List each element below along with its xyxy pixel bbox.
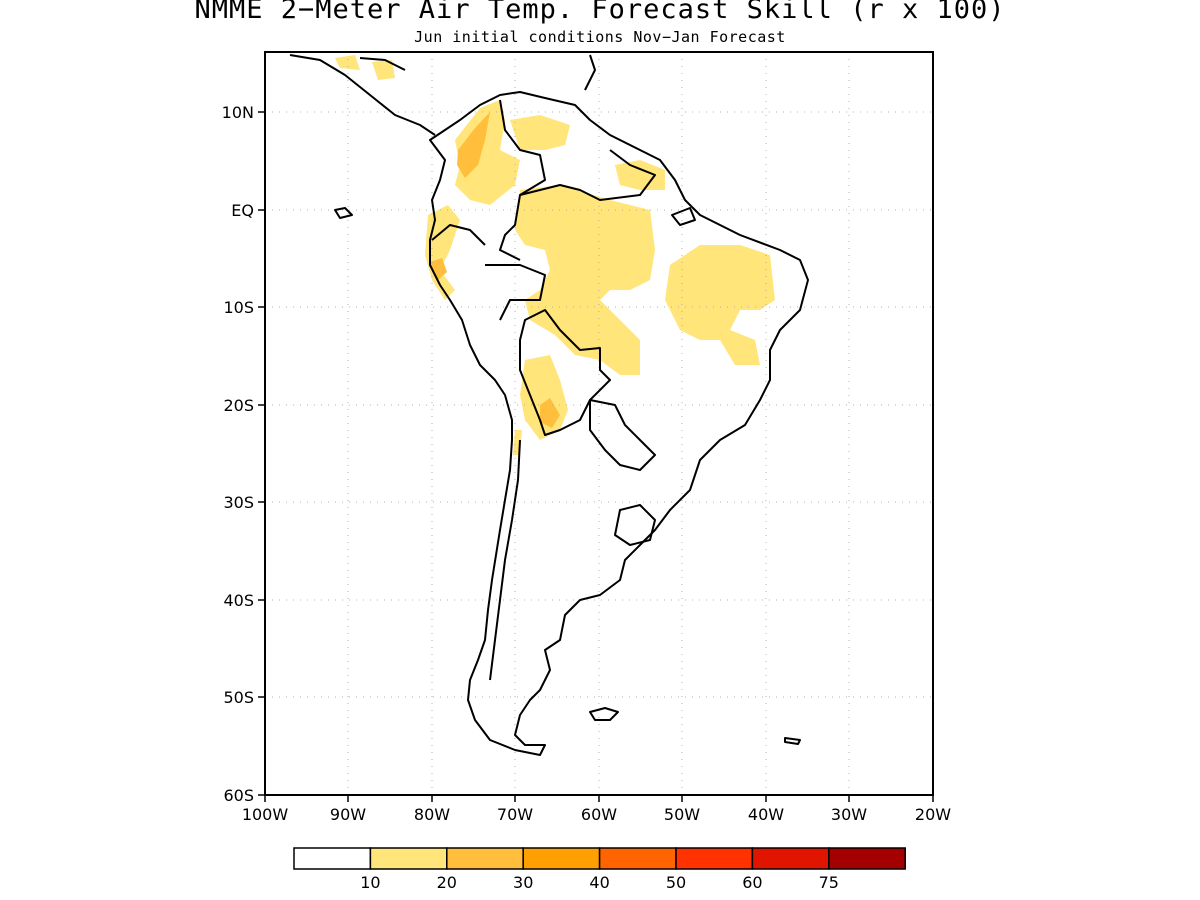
border-uruguay [614, 504, 656, 546]
legend-swatch [446, 847, 524, 870]
gridlines [265, 52, 933, 795]
lat-label-60s: 60S [223, 786, 254, 805]
legend-swatch [675, 847, 754, 870]
legend-label-60: 60 [742, 873, 762, 892]
lat-label-10n: 10N [222, 103, 254, 122]
skill-region-brazil-northeast [665, 245, 775, 365]
lat-label-eq: EQ [231, 201, 254, 220]
island-south-georgia [784, 737, 801, 745]
lon-label-30w: 30W [831, 805, 867, 824]
skill-region-peru-core [430, 258, 447, 280]
skill-region-venezuela [510, 115, 570, 150]
coastline-caribbean [359, 57, 406, 71]
legend-swatch [293, 847, 372, 870]
border-bolivia [519, 309, 611, 436]
skill-region-central-america [335, 55, 360, 70]
legend-label-10: 10 [360, 873, 380, 892]
border-brazil-west [519, 149, 656, 201]
border-ecuador [431, 224, 486, 246]
skill-region-central-america-2 [372, 60, 395, 80]
lon-label-60w: 60W [581, 805, 617, 824]
map-title: NMME 2−Meter Air Temp. Forecast Skill (r… [194, 0, 1006, 25]
legend-swatch [828, 847, 906, 870]
border-peru-brazil [485, 264, 546, 321]
lon-label-40w: 40W [748, 805, 784, 824]
lon-label-20w: 20W [915, 805, 951, 824]
legend-swatch [369, 847, 448, 870]
skill-region-amazon [515, 185, 655, 375]
lat-label-10s: 10S [223, 298, 254, 317]
lon-label-80w: 80W [414, 805, 450, 824]
lat-label-40s: 40S [223, 591, 254, 610]
legend-swatch [522, 847, 601, 870]
lat-labels: 10N EQ 10S 20S 30S 40S 50S 60S [222, 103, 254, 805]
lon-label-100w: 100W [242, 805, 289, 824]
lat-label-30s: 30S [223, 493, 254, 512]
lon-labels: 100W 90W 80W 70W 60W 50W 40W 30W 20W [242, 805, 951, 824]
lon-label-50w: 50W [664, 805, 700, 824]
color-legend: 10 20 30 40 50 60 75 [293, 847, 906, 892]
legend-label-75: 75 [819, 873, 839, 892]
legend-label-30: 30 [513, 873, 533, 892]
lon-label-70w: 70W [497, 805, 533, 824]
coastline-north [584, 54, 596, 91]
lat-label-20s: 20S [223, 396, 254, 415]
axis-ticks [258, 111, 934, 802]
legend-label-20: 20 [437, 873, 457, 892]
skill-shading [335, 55, 775, 455]
island-falklands [589, 707, 619, 721]
coastlines [289, 54, 809, 756]
legend-swatch [751, 847, 830, 870]
lon-label-90w: 90W [330, 805, 366, 824]
lat-label-50s: 50S [223, 688, 254, 707]
border-paraguay [589, 399, 656, 471]
island-galapagos [334, 207, 353, 219]
island-marajo [671, 207, 696, 226]
border-argentina-chile [489, 439, 521, 681]
border-colombia-venezuela [499, 99, 546, 261]
skill-region-colombia-core [457, 112, 490, 178]
legend-swatch [598, 847, 677, 870]
legend-label-40: 40 [589, 873, 609, 892]
coastline-central-america [289, 54, 436, 136]
skill-region-guyana [615, 160, 665, 190]
map-subtitle: Jun initial conditions Nov−Jan Forecast [414, 28, 786, 46]
coastline-south-america [429, 91, 809, 756]
legend-label-50: 50 [666, 873, 686, 892]
